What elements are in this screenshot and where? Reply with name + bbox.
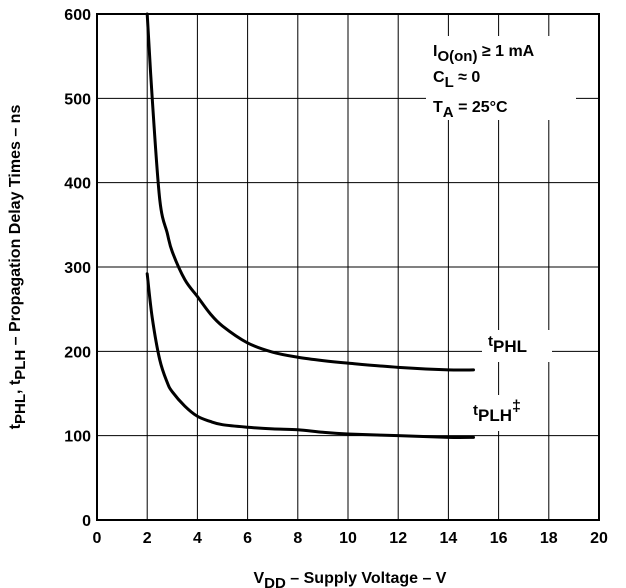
x-tick-label: 20: [590, 530, 608, 547]
y-tick-label: 0: [82, 513, 91, 530]
label-masks: [426, 36, 576, 431]
x-tick-label: 0: [93, 530, 102, 547]
y-axis-label: tPHL, tPLH – Propagation Delay Times – n…: [7, 105, 29, 430]
y-tick-label: 400: [64, 176, 91, 193]
conditions-annotation: IO(on) ≥ 1 mA CL ≈ 0 TA = 25°C: [433, 43, 535, 121]
series-label-tphl: tPHL: [488, 333, 527, 356]
x-axis-label: VDD – Supply Voltage – V: [254, 570, 447, 588]
y-tick-label: 500: [64, 91, 91, 108]
y-tick-label: 200: [64, 344, 91, 361]
plot-frame: [96, 13, 600, 521]
y-tick-label: 600: [64, 7, 91, 24]
series-line-tphl: [145, 12, 475, 372]
series-line-tplh: [145, 272, 475, 439]
x-tick-label: 2: [143, 530, 152, 547]
x-tick-label: 16: [490, 530, 508, 547]
x-tick-label: 6: [243, 530, 252, 547]
condition-load-capacitance: CL ≈ 0: [433, 69, 480, 91]
conditions-mask: [426, 36, 576, 120]
y-tick-label: 300: [64, 260, 91, 277]
x-tick-label: 4: [193, 530, 202, 547]
curves: [145, 12, 475, 439]
condition-ambient-temperature: TA = 25°C: [433, 99, 508, 121]
x-tick-label: 8: [293, 530, 302, 547]
x-tick-label: 14: [440, 530, 458, 547]
tplh-label-mask: [466, 395, 546, 431]
x-tick-label: 18: [540, 530, 558, 547]
x-tick-label: 10: [339, 530, 357, 547]
y-tick-label: 100: [64, 429, 91, 446]
condition-output-current: IO(on) ≥ 1 mA: [433, 43, 535, 65]
x-tick-label: 12: [389, 530, 407, 547]
series-label-tplh: tPLH‡: [473, 398, 521, 425]
tphl-label-mask: [482, 330, 552, 362]
